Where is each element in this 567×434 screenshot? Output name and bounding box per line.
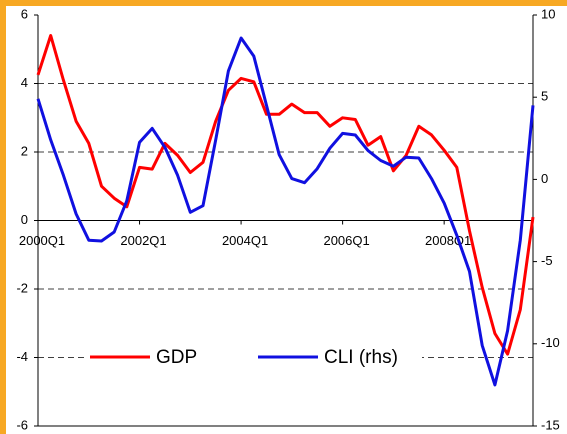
y-tick-label: -6 (16, 417, 28, 432)
y2-tick-label: 0 (541, 171, 548, 186)
y2-tick-label: -5 (541, 253, 553, 268)
y2-tick-label: 10 (541, 6, 555, 21)
y-tick-label: 0 (21, 212, 28, 227)
y-tick-label: 4 (21, 75, 28, 90)
y-tick-label: -4 (16, 349, 28, 364)
x-tick-label: 2004Q1 (222, 233, 268, 248)
x-tick-label: 2000Q1 (19, 233, 65, 248)
y-tick-label: 2 (21, 143, 28, 158)
y-tick-label: -2 (16, 280, 28, 295)
y2-tick-label: 5 (541, 89, 548, 104)
x-tick-label: 2002Q1 (120, 233, 166, 248)
top-border (0, 0, 567, 6)
y-tick-label: 6 (21, 6, 28, 21)
series-line (36, 34, 535, 356)
y2-tick-label: -10 (541, 335, 560, 350)
x-tick-label: 2006Q1 (323, 233, 369, 248)
legend-label: GDP (156, 347, 197, 368)
y2-tick-label: -15 (541, 417, 560, 432)
series-line (36, 36, 535, 387)
left-border (0, 0, 6, 434)
legend-label: CLI (rhs) (324, 347, 398, 368)
x-tick-label: 2008Q1 (425, 233, 471, 248)
